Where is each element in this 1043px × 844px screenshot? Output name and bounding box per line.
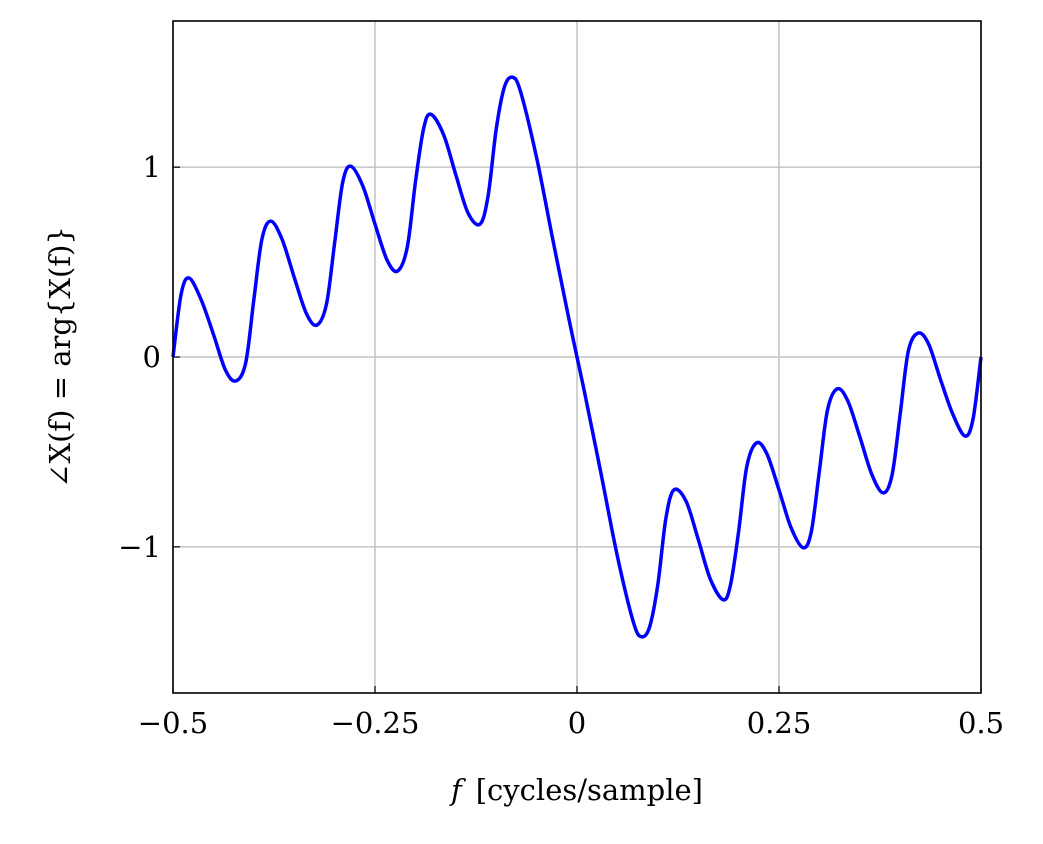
x-tick-label: 0 [568, 706, 586, 740]
x-tick-label: −0.25 [331, 706, 420, 740]
x-axis-label: f [cycles/sample] [449, 773, 703, 807]
y-axis-label: ∠X(f) = arg{X(f)} [43, 226, 77, 488]
x-tick-label: 0.5 [958, 706, 1004, 740]
y-tick-label: 0 [143, 340, 161, 374]
y-tick-label: 1 [143, 150, 161, 184]
tick-labels: −0.5 −0.25 0 0.25 0.5 −1 0 1 [118, 150, 1004, 740]
x-tick-label: −0.5 [138, 706, 208, 740]
series-line [171, 75, 983, 639]
y-tick-label: −1 [118, 530, 161, 564]
plot-frame [172, 20, 982, 694]
x-tick-label: 0.25 [747, 706, 812, 740]
